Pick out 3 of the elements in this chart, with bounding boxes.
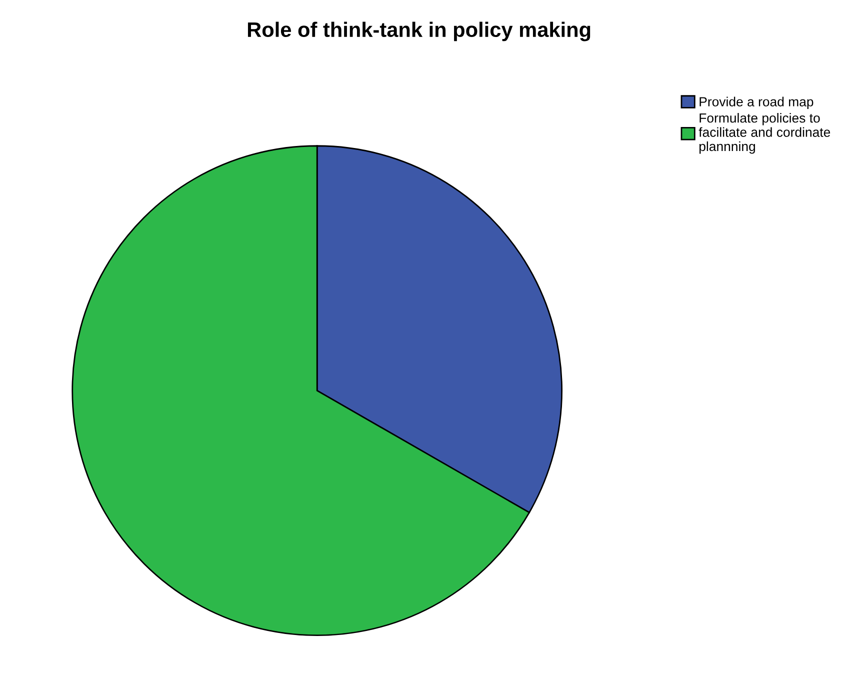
chart-title: Role of think-tank in policy making [248,22,590,42]
legend-label: Formulate policies to facilitate and cordinate plannning [698,112,830,154]
legend-label: Provide a road map [700,96,814,110]
